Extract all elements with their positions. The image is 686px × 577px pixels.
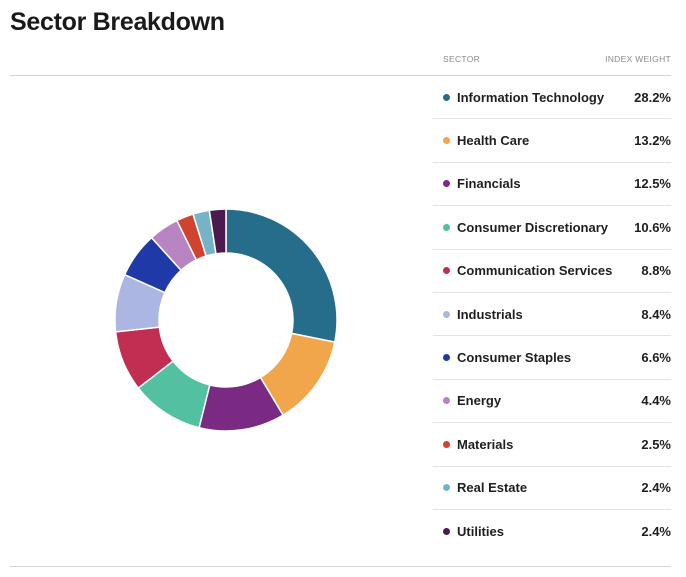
sector-donut-chart: [114, 208, 338, 432]
legend-swatch: [443, 440, 450, 448]
legend-item-consumer-staples: Consumer Staples 6.6%: [433, 336, 671, 380]
legend-value: 6.6%: [641, 350, 671, 366]
legend-label: Information Technology: [457, 89, 605, 105]
legend-item-financials: Financials 12.5%: [433, 163, 671, 207]
legend-swatch: [443, 223, 450, 231]
sector-column-header: SECTOR: [443, 54, 481, 64]
donut-slice-information-technology: [225, 208, 338, 344]
legend-label: Energy: [457, 393, 502, 409]
sector-legend: Information Technology 28.2% Health Care 13…: [433, 76, 671, 553]
legend-item-consumer-discretionary: Consumer Discretionary 10.6%: [433, 206, 671, 250]
legend-label: Consumer Staples: [457, 350, 572, 366]
legend-swatch: [443, 397, 450, 405]
legend-item-energy: Energy 4.4%: [433, 380, 671, 424]
legend-value: 12.5%: [634, 176, 671, 192]
donut-slice-utilities: [208, 208, 227, 255]
legend-item-industrials: Industrials 8.4%: [433, 293, 671, 337]
legend-label: Industrials: [457, 306, 523, 322]
top-divider: [10, 75, 671, 76]
legend-value: 13.2%: [634, 133, 671, 149]
legend-label: Financials: [457, 176, 521, 192]
legend-label: Utilities: [457, 524, 504, 540]
legend-swatch: [443, 267, 450, 275]
legend-swatch: [443, 484, 450, 492]
legend-item-real-estate: Real Estate 2.4%: [433, 467, 671, 510]
legend-label: Real Estate: [457, 480, 528, 496]
legend-value: 10.6%: [634, 219, 671, 235]
legend-swatch: [443, 137, 450, 145]
legend-swatch: [443, 354, 450, 362]
legend-swatch: [443, 310, 450, 318]
legend-item-materials: Materials 2.5%: [433, 423, 671, 467]
legend-item-information-technology: Information Technology 28.2%: [433, 76, 671, 120]
index-weight-column-header: INDEX WEIGHT: [605, 54, 671, 64]
legend-swatch: [443, 528, 450, 536]
legend-item-utilities: Utilities 2.4%: [433, 510, 671, 553]
legend-item-communication-services: Communication Services 8.8%: [433, 250, 671, 293]
legend-swatch: [443, 180, 450, 188]
legend-item-health-care: Health Care 13.2%: [433, 119, 671, 163]
legend-value: 2.4%: [641, 480, 671, 496]
legend-label: Consumer Discretionary: [457, 219, 608, 235]
legend-value: 2.4%: [641, 524, 671, 540]
legend-label: Materials: [457, 436, 514, 452]
legend-value: 8.8%: [641, 263, 671, 279]
legend-label: Communication Services: [457, 263, 613, 279]
legend-label: Health Care: [457, 133, 530, 149]
legend-swatch: [443, 93, 450, 101]
page-title: Sector Breakdown: [10, 8, 225, 36]
legend-value: 2.5%: [641, 436, 671, 452]
bottom-divider: [10, 566, 671, 567]
legend-value: 8.4%: [641, 306, 671, 322]
legend-value: 28.2%: [634, 89, 671, 105]
legend-value: 4.4%: [641, 393, 671, 409]
